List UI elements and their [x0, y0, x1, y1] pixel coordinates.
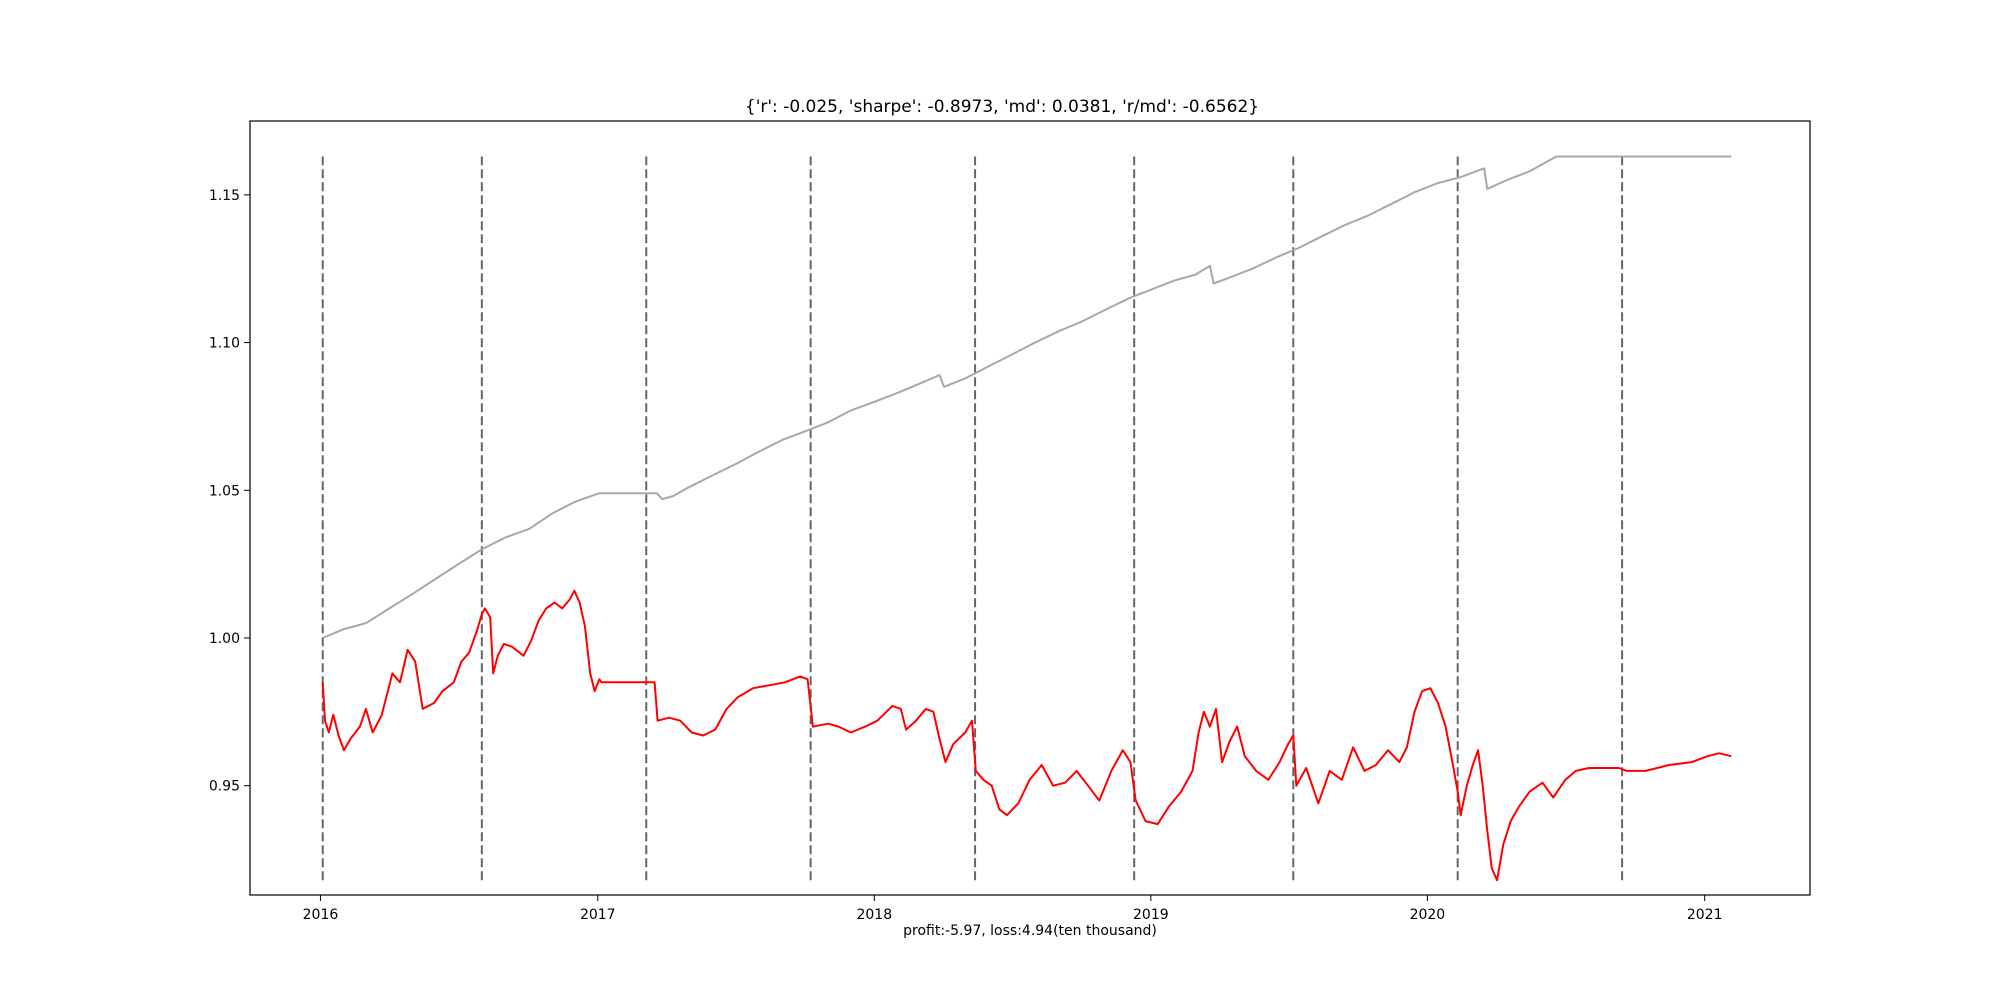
y-tick-label: 1.10 [209, 336, 240, 352]
x-axis: 2016 2017 2018 2019 2020 2021 [303, 895, 1723, 923]
x-tick-label: 2017 [580, 907, 616, 923]
x-tick-label: 2019 [1133, 907, 1169, 923]
x-tick-label: 2016 [303, 907, 339, 923]
x-tick-label: 2018 [856, 907, 892, 923]
plot-frame [249, 120, 1811, 896]
x-tick-label: 2020 [1410, 907, 1446, 923]
y-axis: 0.95 1.00 1.05 1.10 1.15 [209, 188, 250, 795]
x-axis-label: profit:-5.97, loss:4.94(ten thousand) [903, 923, 1157, 939]
y-tick-label: 1.05 [209, 483, 240, 499]
y-tick-label: 0.95 [209, 779, 240, 795]
series-lines [321, 155, 1732, 882]
benchmark-series-line [322, 155, 1732, 639]
vertical-marker-lines [321, 156, 1624, 881]
strategy-series-line [321, 589, 1732, 882]
y-tick-label: 1.15 [209, 188, 240, 204]
x-tick-label: 2021 [1687, 907, 1723, 923]
chart-title: {'r': -0.025, 'sharpe': -0.8973, 'md': 0… [745, 97, 1259, 117]
y-tick-label: 1.00 [209, 631, 240, 647]
